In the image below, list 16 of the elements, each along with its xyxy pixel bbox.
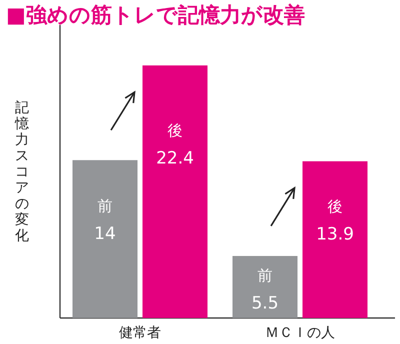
bar <box>232 256 298 318</box>
text: 後 <box>328 198 342 216</box>
series-label: 前 <box>258 266 272 285</box>
text: 前 <box>98 196 112 215</box>
data-label: 13.9 <box>316 224 354 245</box>
text: 記憶力スコアの変化 <box>15 100 29 244</box>
x-tick-label: 健常者 <box>119 325 161 341</box>
series-label: 後 <box>168 121 182 140</box>
data-label: 14 <box>94 224 116 244</box>
data-label: 5.5 <box>251 294 279 314</box>
bar <box>72 160 138 318</box>
bar <box>142 65 208 318</box>
bar <box>302 161 368 318</box>
chart-title: ■強めの筋トレで記憶力が改善 <box>6 3 305 27</box>
x-tick-label: ＭＣＩの人 <box>265 325 335 341</box>
data-label: 22.4 <box>156 148 194 168</box>
